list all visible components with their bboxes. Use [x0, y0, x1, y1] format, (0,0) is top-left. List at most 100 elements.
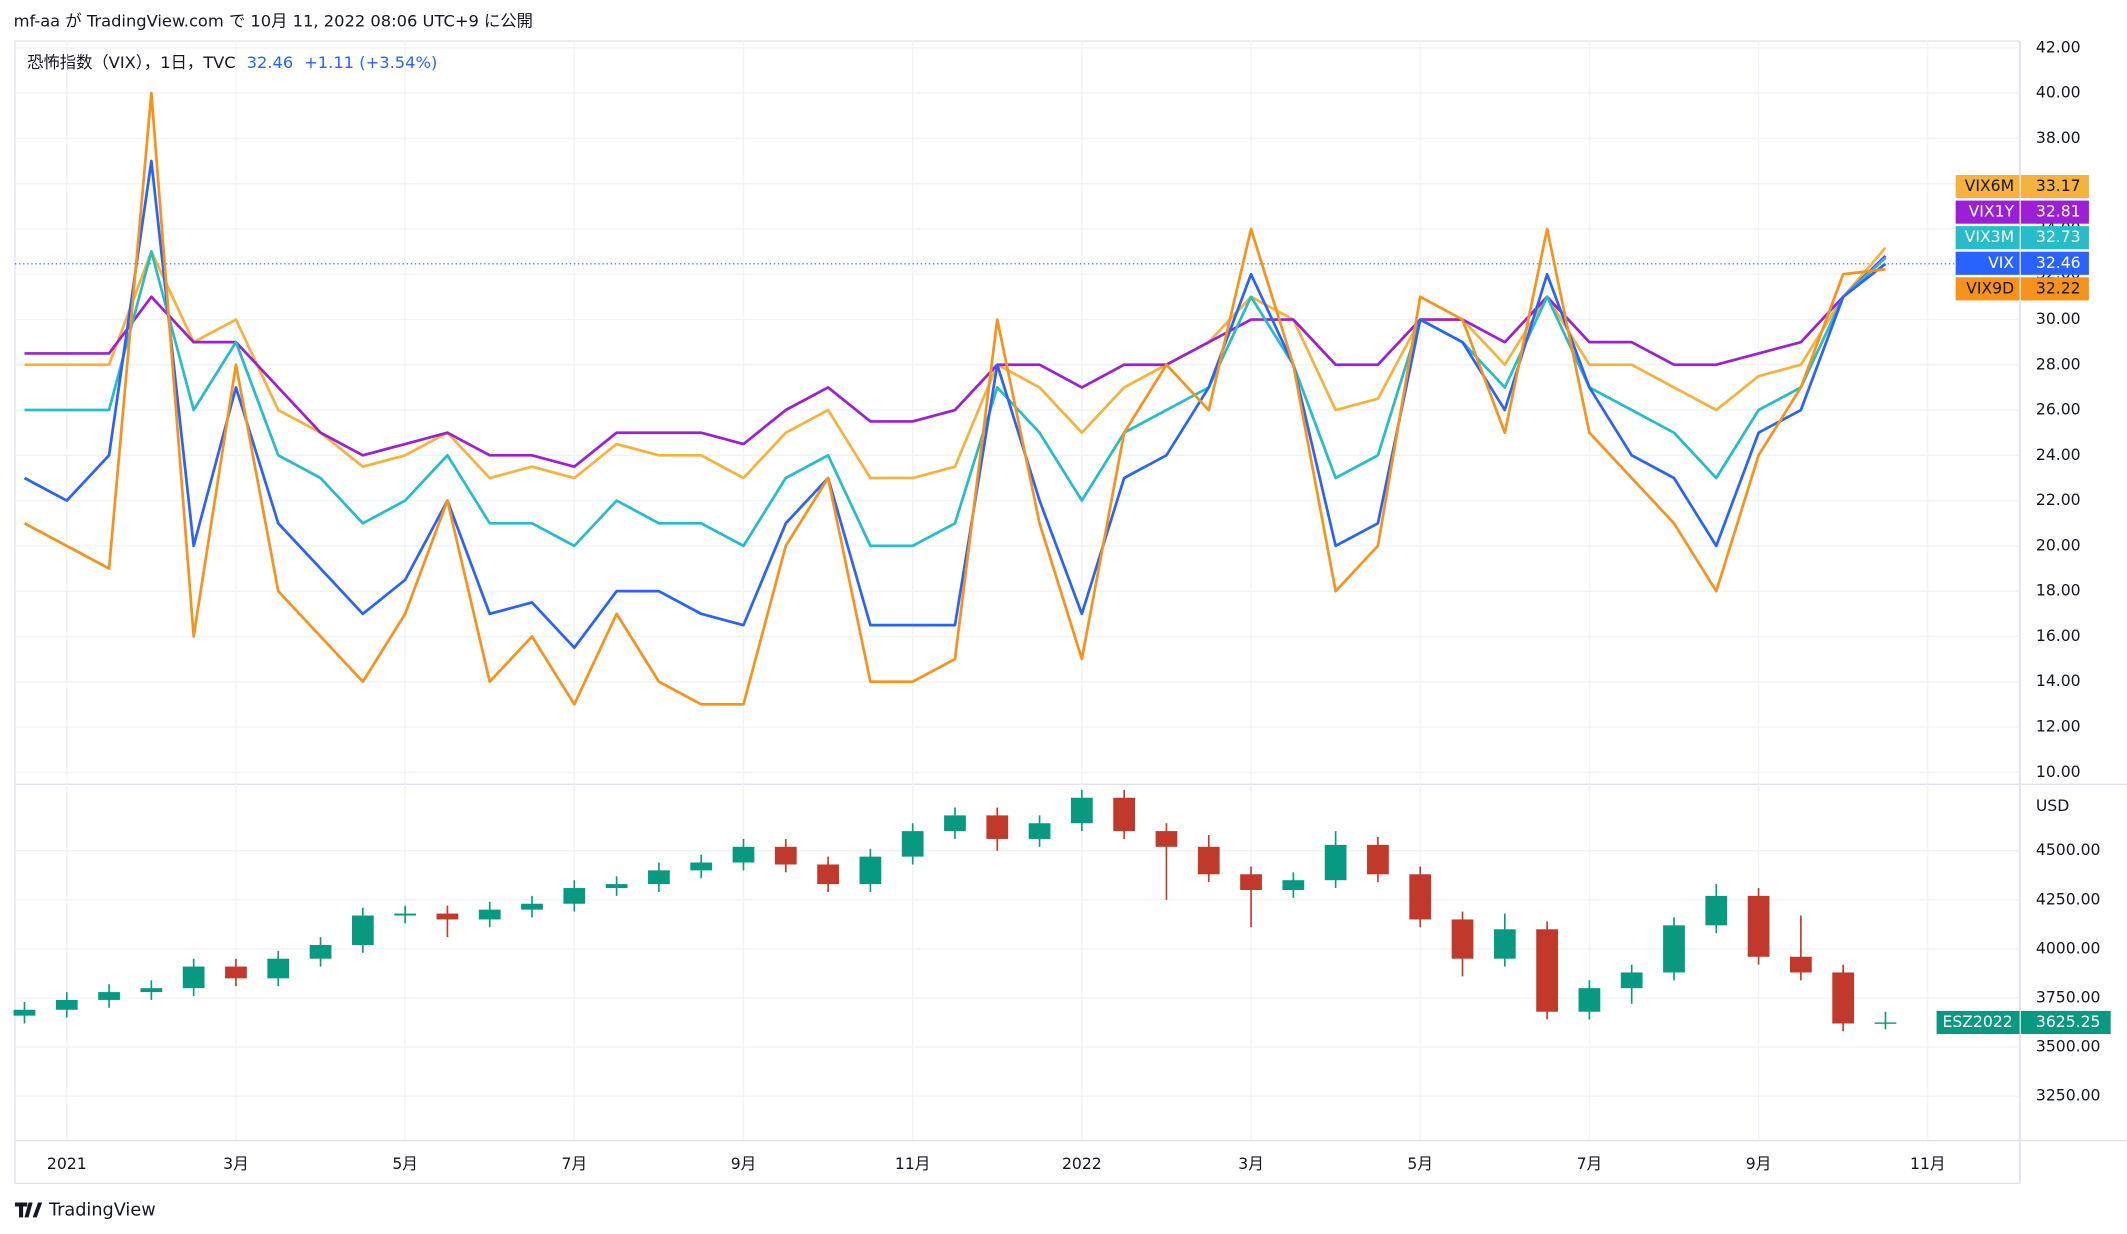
badge-name-bg: [1955, 175, 2020, 199]
candle-body: [1367, 844, 1389, 875]
x-tick-label: 9月: [1746, 1154, 1772, 1173]
candle-body: [225, 966, 247, 979]
candle-body: [267, 958, 290, 979]
y-tick-label: 14.00: [2036, 671, 2081, 690]
series-badge: VIX3M 32.73: [1955, 226, 2089, 250]
candle-body: [563, 888, 586, 904]
series-line: [24, 246, 1887, 480]
series-line: [23, 91, 1886, 706]
candle-body: [394, 913, 417, 916]
candle-body: [182, 966, 205, 989]
y-tick-label: 42.00: [2036, 37, 2081, 56]
candle-body: [1705, 895, 1728, 926]
candle-body: [732, 846, 755, 863]
series-line: [24, 250, 1887, 548]
y-tick-label: 40.00: [2036, 83, 2081, 102]
badge-name-bg: [1955, 200, 2020, 224]
candle-body: [140, 988, 163, 993]
y-tick-label: 28.00: [2036, 354, 2081, 373]
y-tick-label: 18.00: [2036, 581, 2081, 600]
candle-body: [1620, 972, 1643, 989]
x-tick-label: 3月: [223, 1154, 249, 1173]
y-tick-label: 20.00: [2036, 535, 2081, 554]
candle-body: [1747, 895, 1770, 957]
candle-body: [774, 846, 797, 865]
x-tick-label: 5月: [1407, 1154, 1433, 1173]
candle-body: [351, 915, 374, 945]
x-tick-label: 9月: [731, 1154, 757, 1173]
y-tick-label: 3750.00: [2036, 987, 2101, 1006]
y-tick-label: 10.00: [2036, 762, 2081, 781]
badge-value-bg: [2020, 226, 2089, 250]
footer-brand: TradingView: [48, 1201, 156, 1221]
badge-value-bg: [2020, 200, 2089, 224]
candle-body: [986, 815, 1009, 839]
x-tick-label: 7月: [562, 1154, 588, 1173]
badge-name: ESZ2022: [1942, 1012, 2012, 1031]
badge-value-bg: [2020, 277, 2089, 301]
x-tick-label: 5月: [392, 1154, 418, 1173]
badge-value: 32.73: [2036, 227, 2081, 246]
candle-body: [1155, 831, 1178, 847]
badge-value: 32.46: [2036, 253, 2081, 272]
candle-body: [859, 856, 882, 885]
candle-body: [98, 992, 120, 1000]
badge-name-bg: [1955, 226, 2020, 250]
x-tick-label: 2022: [1062, 1154, 1102, 1173]
badge-value: 3625.25: [2036, 1012, 2101, 1031]
candle-body: [648, 870, 670, 885]
candle-body: [605, 884, 628, 889]
x-tick-label: 11月: [895, 1154, 931, 1173]
publish-header: mf-aa が TradingView.com で 10月 11, 2022 0…: [14, 12, 533, 31]
candle-body: [690, 862, 713, 871]
y-tick-label: 24.00: [2036, 445, 2081, 464]
logo-mark: [14, 1202, 43, 1218]
candle-body: [944, 815, 966, 832]
badge-name: VIX3M: [1965, 227, 2014, 246]
candle-body: [55, 999, 78, 1010]
badge-name-bg: [1955, 277, 2020, 301]
candle-body: [521, 903, 543, 910]
legend: 恐怖指数（VIX），1日，TVC 32.46 +1.11 (+3.54%): [27, 52, 437, 71]
candle-body: [1536, 929, 1558, 1012]
legend-change: +1.11 (+3.54%): [304, 52, 437, 71]
badge-value-bg: [2020, 175, 2089, 199]
candle-body: [436, 913, 459, 920]
candle-body: [1663, 925, 1685, 973]
candle-body: [1409, 874, 1432, 920]
candle-body: [1028, 823, 1051, 839]
series-badge: VIX6M 33.17: [1955, 175, 2089, 199]
candle-body: [1874, 1022, 1897, 1024]
candle-body: [1451, 919, 1474, 959]
y-tick-label: 3250.00: [2036, 1086, 2101, 1105]
legend-last-value: 32.46: [247, 52, 294, 71]
candle-body: [1197, 846, 1220, 875]
y-tick-label: 4500.00: [2036, 840, 2101, 859]
series-badge: VIX 32.46: [1955, 251, 2089, 275]
badge-value: 32.81: [2036, 202, 2081, 221]
badge-name: VIX1Y: [1969, 202, 2015, 221]
badge-name: VIX: [1988, 253, 2014, 272]
series-line: [23, 159, 1887, 650]
price-badge: ESZ2022 3625.25: [1936, 1010, 2111, 1035]
y-tick-label: 3500.00: [2036, 1037, 2101, 1056]
candle-body: [1789, 956, 1812, 973]
badge-value: 32.22: [2036, 278, 2081, 297]
candle-body: [817, 864, 839, 885]
x-tick-label: 11月: [1910, 1154, 1946, 1173]
badge-name: VIX6M: [1965, 176, 2014, 195]
y-tick-label: 22.00: [2036, 490, 2081, 509]
candle-body: [1282, 880, 1305, 891]
candle-body: [1070, 797, 1093, 824]
y-tick-label: 16.00: [2036, 626, 2081, 645]
y-tick-label: 38.00: [2036, 128, 2081, 147]
y-tick-label: 4000.00: [2036, 938, 2101, 957]
y-tick-label: 26.00: [2036, 400, 2081, 419]
candle-body: [309, 944, 332, 959]
x-tick-label: 2021: [47, 1154, 87, 1173]
candle-body: [1832, 972, 1855, 1024]
y-tick-label: 4250.00: [2036, 889, 2101, 908]
